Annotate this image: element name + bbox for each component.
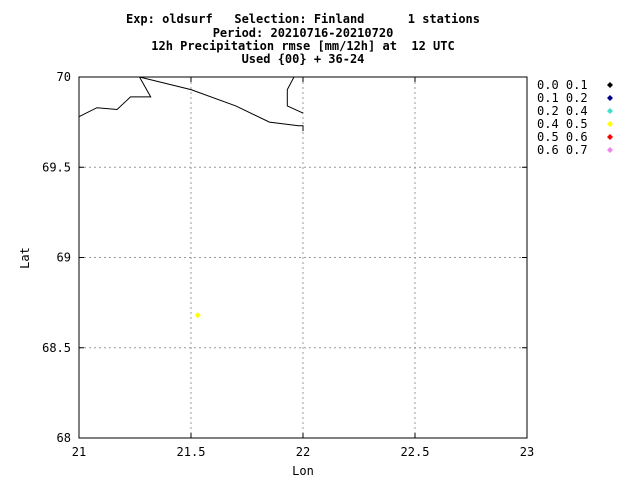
legend: 0.0 0.10.1 0.20.2 0.40.4 0.50.5 0.60.6 0… xyxy=(537,78,613,157)
y-tick-label: 69.5 xyxy=(42,160,71,174)
title-line-1: Exp: oldsurf Selection: Finland 1 statio… xyxy=(126,12,480,26)
legend-marker xyxy=(607,95,613,101)
legend-marker xyxy=(607,108,613,114)
coastline xyxy=(139,76,304,132)
data-points xyxy=(194,312,201,319)
title-line-3: 12h Precipitation rmse [mm/12h] at 12 UT… xyxy=(151,39,454,53)
legend-marker xyxy=(607,147,613,153)
x-tick-label: 22 xyxy=(296,445,310,459)
station-point xyxy=(194,312,201,319)
coastline xyxy=(78,76,152,118)
axis-ticks: 21 21.5 22 22.5 23 68 68.5 69 69.5 70 xyxy=(42,70,534,459)
legend-label: 0.4 0.5 xyxy=(537,117,588,131)
legend-label: 0.0 0.1 xyxy=(537,78,588,92)
y-axis-label: Lat xyxy=(18,247,32,269)
x-axis-label: Lon xyxy=(292,464,314,478)
legend-label: 0.5 0.6 xyxy=(537,130,588,144)
legend-marker xyxy=(607,134,613,140)
legend-marker xyxy=(607,121,613,127)
x-tick-label: 21.5 xyxy=(177,445,206,459)
coastline xyxy=(286,76,304,114)
legend-label: 0.2 0.4 xyxy=(537,104,588,118)
title-line-2: Period: 20210716-20210720 xyxy=(213,26,394,40)
chart-title: Exp: oldsurf Selection: Finland 1 statio… xyxy=(126,12,480,66)
y-tick-label: 68 xyxy=(57,431,71,445)
x-tick-label: 23 xyxy=(520,445,534,459)
x-tick-label: 22.5 xyxy=(401,445,430,459)
coastline-layer xyxy=(78,76,304,132)
grid-lines xyxy=(79,77,527,438)
y-tick-label: 70 xyxy=(57,70,71,84)
y-tick-label: 68.5 xyxy=(42,341,71,355)
legend-label: 0.1 0.2 xyxy=(537,91,588,105)
x-tick-label: 21 xyxy=(72,445,86,459)
title-line-4: Used {00} + 36-24 xyxy=(242,52,365,66)
legend-label: 0.6 0.7 xyxy=(537,143,588,157)
legend-marker xyxy=(607,82,613,88)
y-tick-label: 69 xyxy=(57,251,71,265)
